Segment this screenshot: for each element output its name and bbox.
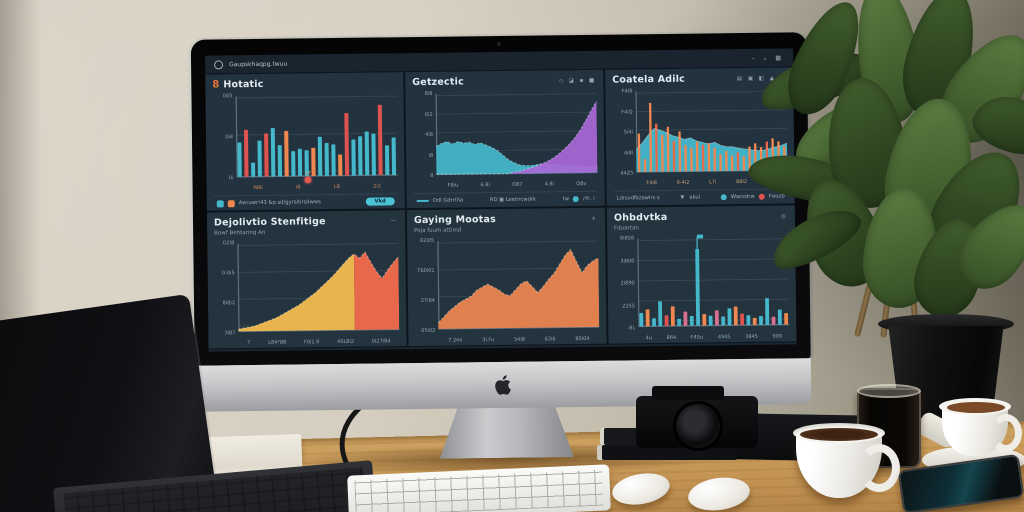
panel-toolbar-icons[interactable]: +: [591, 215, 598, 222]
panel-logo-icon: 8: [212, 79, 220, 91]
webcam-dot: [496, 41, 501, 47]
panel-title: Coatela Adilc: [612, 73, 686, 86]
footer-pill[interactable]: Vkd: [365, 197, 395, 206]
footer-text: Odl Gdrrtha: [432, 197, 464, 204]
bar-chart-canvas: [235, 91, 398, 183]
panel-subtitle: Bowf Behtaring An: [214, 230, 266, 237]
footer-dot-icon: [572, 196, 580, 203]
x-axis-labels: T L84*88 F0i1.9 45L8i2 0i27i84: [247, 338, 391, 347]
panel-subtitle: Poja fuum attimd: [414, 227, 462, 235]
panel-toolbar-icons[interactable]: ▫ ◪ ▪ ■: [559, 77, 597, 84]
y-axis-labels: 8i8 0i2 4i8 i8 8: [424, 90, 434, 179]
imac-chin: [194, 358, 812, 412]
espresso-surface: [947, 402, 1005, 413]
dashboard-screen: Gaupskhaqpg.twuu – ⌄ ▦ 8 Hotatic 005 0i8 0…: [204, 48, 797, 352]
x-axis-labels: F8iu 6.8i O87 4.8i Q8v: [447, 181, 587, 189]
footer-text: akul: [689, 194, 701, 201]
camera-lens-icon: [676, 404, 720, 448]
footer-dot-icon: [758, 193, 765, 200]
area-chart-canvas: [237, 238, 400, 338]
panel-toolbar-icons[interactable]: —: [390, 217, 398, 224]
footer-text: RD ▣ Lestrrcwdrk: [489, 196, 537, 204]
footer-dot-icon: [720, 194, 727, 201]
panel-footer[interactable]: Awruwr!43 &p.sd/gyrs/brsdwws Vkd: [213, 193, 398, 211]
area-chart-canvas: [437, 236, 600, 336]
panel-title: Ohbdvtka: [613, 212, 668, 224]
x-axis-labels: 7.2mi 3i.Fu 54i8 62i6 85i04: [448, 336, 590, 344]
axis-marker[interactable]: wf: [304, 171, 312, 184]
panel-hotatic: 8 Hotatic 005 0i8 0i wf W8i i8 L8 2i2: [205, 72, 405, 211]
panel-title: Hotatic: [223, 78, 264, 91]
book-bottom: [597, 445, 737, 460]
footer-icon: ▼: [680, 194, 686, 201]
bar-chart: 4u 864 F45u 4945 3845 909: [637, 233, 790, 344]
x-axis-labels: W8i i8 L8 2i2: [253, 183, 381, 192]
footer-text: Awruwr!43 &p.sd/gyrs/brsdwws: [238, 199, 321, 207]
y-axis-labels: 62i05 T60i01 27i84 05i02: [417, 237, 436, 335]
x-axis-labels: 4u 864 F45u 4945 3845 909: [645, 333, 783, 342]
area-chart: 7.2mi 3i.Fu 54i8 62i6 85i04: [437, 236, 600, 346]
marker-dot-icon: [304, 176, 312, 184]
app-logo-icon: [214, 59, 224, 69]
area-chart: T L84*88 F0i1.9 45L8i2 0i27i84: [237, 238, 400, 348]
y-axis-labels: 8i858 3i800 2i890 2255 -8L: [619, 235, 636, 332]
panel-title: Gaying Mootas: [413, 214, 496, 227]
panel-title: Dejolivtio Stenfitige: [213, 216, 326, 229]
panel-ohbdvtka: Ohbdvtka ◎ Fduartan 8i858 3i800 2i890 2255-…: [606, 205, 797, 344]
footer-text: Wwrzdrw: [730, 194, 755, 201]
area-chart-canvas: [435, 89, 598, 181]
panel-dejolivtio: Dejolivtio Stenfitige — Bowf Behtaring A…: [206, 210, 407, 349]
panel-getzectic: Getzectic ▫ ◪ ▪ ■ 8i8 0i2 4i8 i8 8 F8iu 6.8i O…: [405, 69, 605, 209]
footer-text: Ldrsvdfkzawlrs s: [616, 195, 660, 202]
espresso-cup: [939, 398, 1022, 456]
footer-chip-icon: [227, 199, 235, 207]
footer-text: /℗. i: [582, 195, 595, 203]
footer-chip-icon: [216, 200, 224, 208]
y-axis-labels: O2i8 0-0i5 8i8i2 3i87: [221, 240, 236, 337]
bar-chart: wf W8i i8 L8 2i2: [235, 91, 398, 193]
panel-footer[interactable]: Odl Gdrrtha RD ▣ Lestrrcwdrk tw /℗. i: [413, 190, 598, 209]
footer-text: tw: [562, 196, 570, 203]
coffee-surface: [800, 428, 878, 441]
area-chart: F8iu 6.8i O87 4.8i Q8v: [435, 89, 598, 191]
panel-footer[interactable]: Ldrsvdfkzawlrs s ▼ akul Wwrzdrw Fwszb: [613, 188, 788, 206]
y-axis-labels: 005 0i8 0i: [222, 93, 234, 182]
panel-subtitle: Fduartan: [614, 225, 639, 232]
apple-logo-icon: [495, 375, 511, 395]
panel-title: Getzectic: [412, 76, 464, 89]
panel-gaying-mootas: Gaying Mootas + Poja fuum attimd 62i05 T6…: [406, 207, 607, 347]
address-text[interactable]: Gaupskhaqpg.twuu: [229, 60, 288, 68]
dashboard-grid: 8 Hotatic 005 0i8 0i wf W8i i8 L8 2i2: [205, 67, 797, 349]
y-axis-labels: F4i8 F4iQ 5i4i 4i8i 44Z5: [620, 88, 634, 177]
footer-line: [416, 200, 429, 203]
camera-top: [652, 386, 724, 400]
imac-stand: [439, 405, 574, 459]
bar-chart-canvas: [637, 233, 790, 334]
